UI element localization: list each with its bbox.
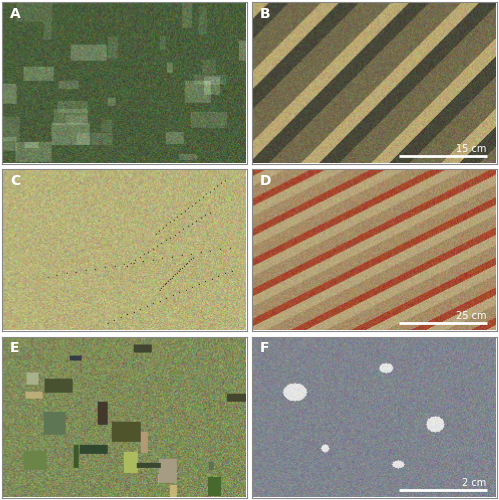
Text: 2 cm: 2 cm [463,478,487,488]
Text: 25 cm: 25 cm [456,311,487,321]
Text: F: F [260,342,269,355]
Text: E: E [10,342,19,355]
Text: 15 cm: 15 cm [457,144,487,154]
Text: B: B [260,8,270,22]
Text: C: C [10,174,20,188]
Text: D: D [260,174,271,188]
Text: A: A [10,8,20,22]
